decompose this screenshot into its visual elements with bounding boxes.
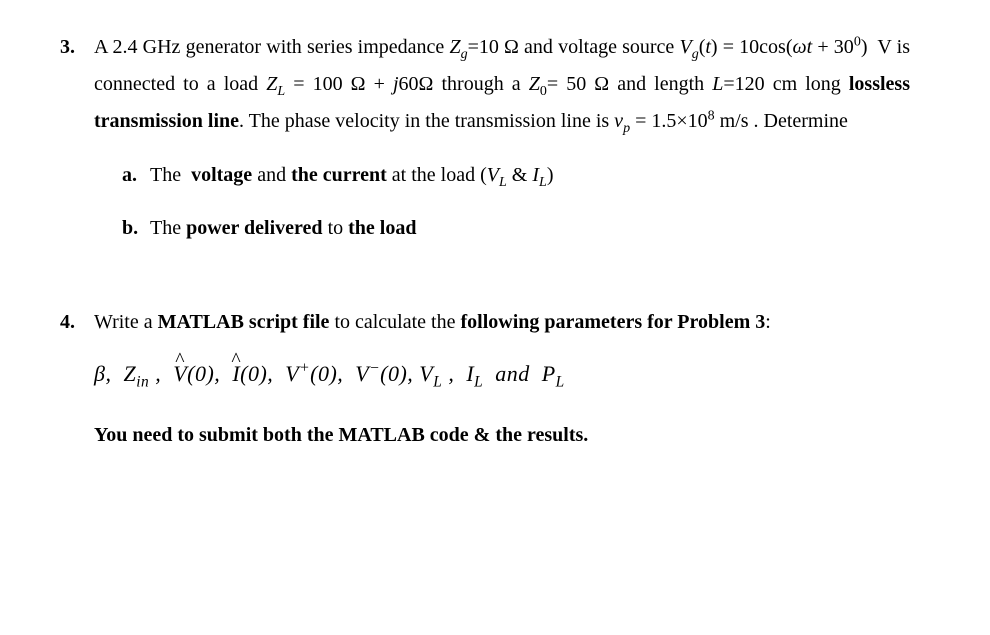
subitem-label: b. [122, 211, 150, 245]
page: 3. A 2.4 GHz generator with series imped… [0, 0, 990, 635]
problem-body: Write a MATLAB script file to calculate … [94, 305, 910, 452]
problem-3-text: A 2.4 GHz generator with series impedanc… [94, 30, 910, 140]
problem-number: 4. [60, 305, 94, 452]
subitem-label: a. [122, 158, 150, 195]
problem-4-math-line: β, Zin , V(0), I(0), V+(0), V−(0), VL , … [94, 355, 910, 396]
subitem-body: The power delivered to the load [150, 211, 910, 245]
subitem-b: b. The power delivered to the load [122, 211, 910, 245]
problem-4-text: Write a MATLAB script file to calculate … [94, 305, 910, 339]
problem-3: 3. A 2.4 GHz generator with series imped… [60, 30, 910, 261]
problem-number: 3. [60, 30, 94, 261]
subitem-body: The voltage and the current at the load … [150, 158, 910, 195]
problem-body: A 2.4 GHz generator with series impedanc… [94, 30, 910, 261]
problem-4-closing: You need to submit both the MATLAB code … [94, 418, 910, 452]
problem-4: 4. Write a MATLAB script file to calcula… [60, 305, 910, 452]
problem-3-subitems: a. The voltage and the current at the lo… [94, 158, 910, 245]
subitem-a: a. The voltage and the current at the lo… [122, 158, 910, 195]
